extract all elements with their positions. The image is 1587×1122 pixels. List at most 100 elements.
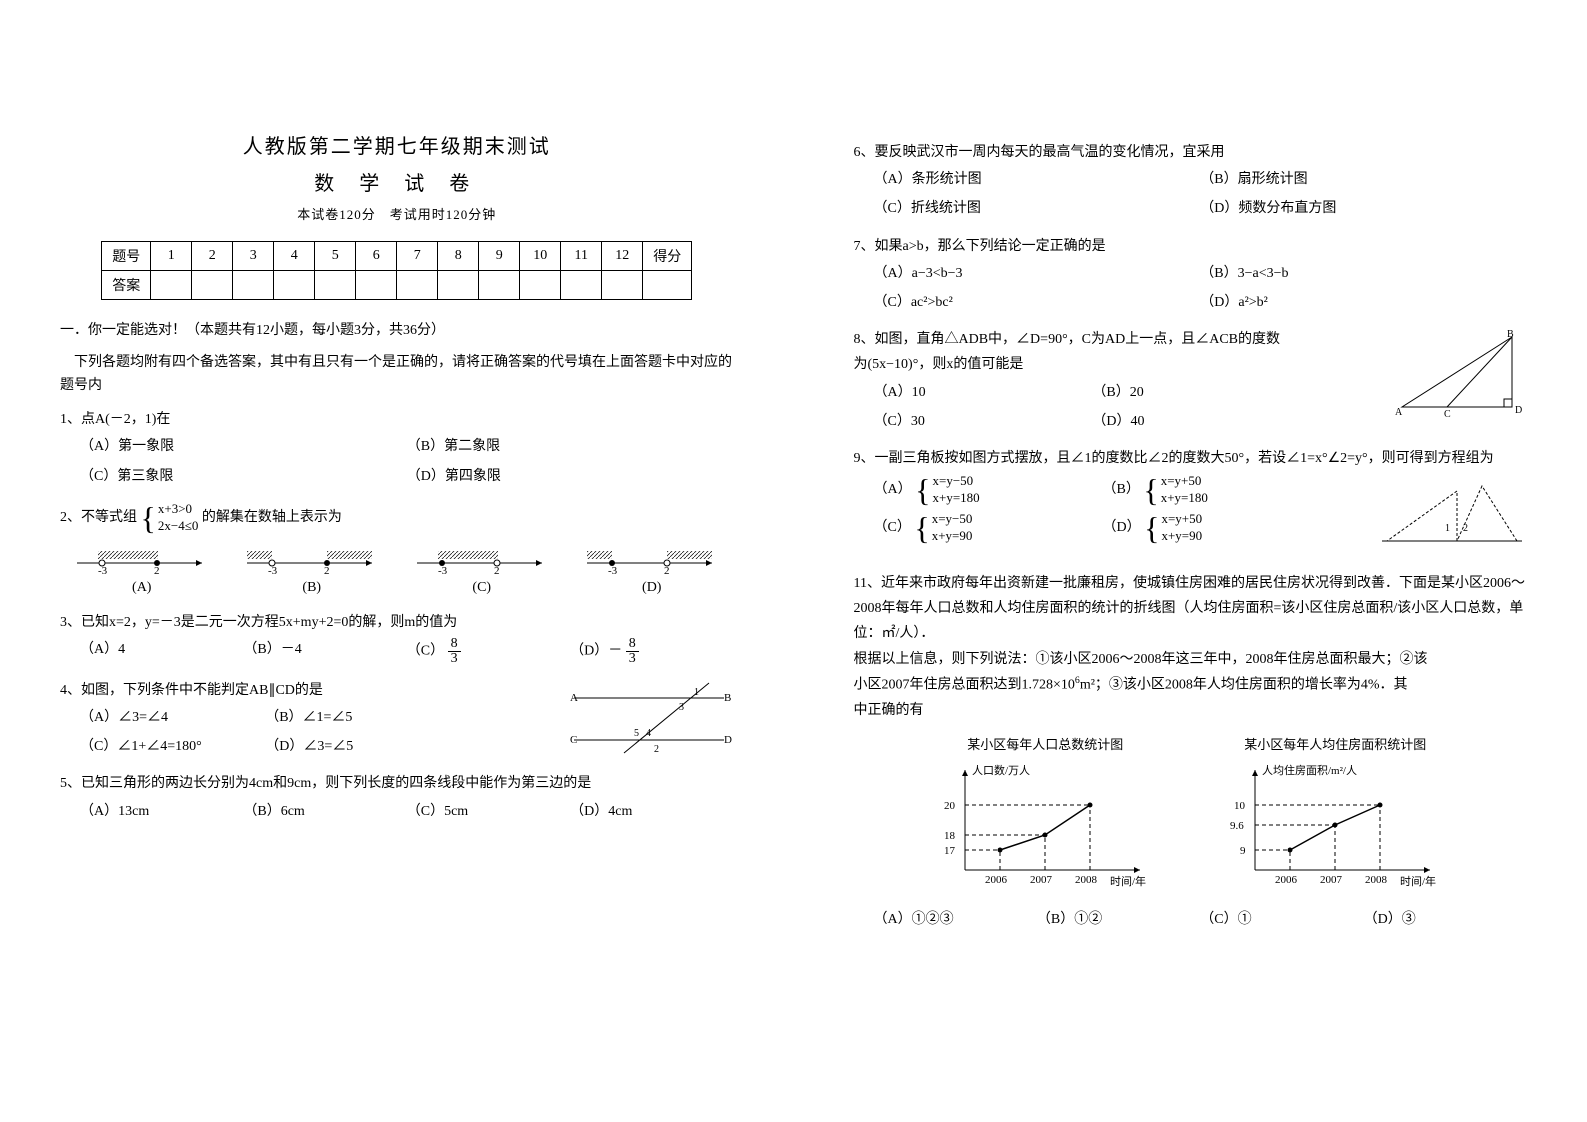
q5-opt-c: （C）5cm — [407, 797, 570, 826]
svg-text:2008: 2008 — [1365, 874, 1388, 886]
q4-opt-b: （B）∠1=∠5 — [265, 703, 450, 732]
q6-opt-a: （A）条形统计图 — [874, 165, 1201, 194]
svg-text:2: 2 — [654, 744, 659, 755]
q2-stem-pre: 2、不等式组 — [60, 510, 137, 525]
svg-text:人均住房面积/m²/人: 人均住房面积/m²/人 — [1262, 763, 1357, 777]
svg-text:10: 10 — [1234, 800, 1246, 812]
subtitle: 本试卷120分 考试用时120分钟 — [60, 204, 734, 223]
q11-opt-a: （A）①②③ — [874, 905, 1037, 934]
q7-opt-d: （D）a²>b² — [1200, 288, 1527, 317]
title-line1: 人教版第二学期七年级期末测试 — [60, 130, 734, 159]
q7-opt-c: （C）ac²>bc² — [874, 288, 1201, 317]
chart-1: 某小区每年人口总数统计图 人口数/万人 时间/年 17 18 20 2006 2… — [930, 733, 1160, 900]
q11-stem3: 小区2007年住房总面积达到1.728×106m²；③该小区2008年人均住房面… — [854, 672, 1528, 698]
question-11: 11、近年来市政府每年出资新建一批廉租房，使城镇住房困难的居民住房状况得到改善．… — [854, 571, 1528, 935]
q2-stem-post: 的解集在数轴上表示为 — [202, 510, 342, 525]
svg-text:2: 2 — [494, 565, 500, 575]
q3-opt-a: （A）4 — [80, 635, 243, 668]
q11-opt-b: （B）①② — [1037, 905, 1200, 934]
question-8: B A C D 8、如图，直角△ADB中，∠D=90°，C为AD上一点，且∠AC… — [854, 327, 1528, 436]
q8-figure-icon: B A C D — [1387, 327, 1527, 417]
svg-text:2: 2 — [664, 565, 670, 575]
svg-text:2008: 2008 — [1075, 874, 1098, 886]
q6-opt-d: （D）频数分布直方图 — [1200, 194, 1527, 223]
q11-opt-c: （C）① — [1200, 905, 1363, 934]
svg-text:17: 17 — [944, 845, 956, 857]
q11-stem2: 根据以上信息，则下列说法：①该小区2006～2008年这三年中，2008年住房总… — [854, 647, 1528, 672]
title-line2: 数 学 试 卷 — [60, 167, 734, 196]
section-head: 一．你一定能选对！（本题共有12小题，每小题3分，共36分） — [60, 320, 734, 342]
q5-opt-a: （A）13cm — [80, 797, 243, 826]
svg-text:1: 1 — [694, 687, 699, 698]
q11-stem1: 11、近年来市政府每年出资新建一批廉租房，使城镇住房困难的居民住房状况得到改善．… — [854, 571, 1528, 647]
q9-stem: 9、一副三角板按如图方式摆放，且∠1的度数比∠2的度数大50°，若设∠1=x°∠… — [854, 446, 1528, 471]
svg-text:-3: -3 — [438, 565, 448, 575]
number-line-d-icon: -3 2 — [582, 545, 722, 575]
q4-opt-d: （D）∠3=∠5 — [265, 732, 450, 761]
svg-text:-3: -3 — [98, 565, 108, 575]
q1-opt-a: （A）第一象限 — [80, 432, 407, 461]
q8-opt-d: （D）40 — [1092, 407, 1311, 436]
svg-text:时间/年: 时间/年 — [1400, 874, 1436, 888]
q8-opt-a: （A）10 — [874, 378, 1093, 407]
q7-stem: 7、如果a>b，那么下列结论一定正确的是 — [854, 234, 1528, 259]
svg-text:2: 2 — [1463, 523, 1468, 534]
q2-system: { x+3>0 2x−4≤0 — [141, 501, 199, 535]
svg-text:20: 20 — [944, 800, 956, 812]
question-5: 5、已知三角形的两边长分别为4cm和9cm，则下列长度的四条线段中能作为第三边的… — [60, 771, 734, 825]
q11-opt-d: （D）③ — [1364, 905, 1527, 934]
question-2: 2、不等式组 { x+3>0 2x−4≤0 的解集在数轴上表示为 -3 2 — [60, 501, 734, 600]
page-left: 人教版第二学期七年级期末测试 数 学 试 卷 本试卷120分 考试用时120分钟… — [0, 0, 794, 1122]
q6-stem: 6、要反映武汉市一周内每天的最高气温的变化情况，宜采用 — [854, 140, 1528, 165]
q5-stem: 5、已知三角形的两边长分别为4cm和9cm，则下列长度的四条线段中能作为第三边的… — [60, 771, 734, 796]
svg-text:C: C — [570, 734, 577, 746]
q9-opt-d: （D） {x=y+50x+y=90 — [1102, 509, 1331, 547]
q8-opt-c: （C）30 — [874, 407, 1093, 436]
q2-opt-c: -32 (C) — [412, 545, 552, 600]
svg-text:人口数/万人: 人口数/万人 — [972, 764, 1030, 777]
section-note: 下列各题均附有四个备选答案，其中有且只有一个是正确的，请将正确答案的代号填在上面… — [60, 352, 734, 397]
question-4: AB CD 1 3 4 2 5 4、如图，下列条件中不能判定AB∥CD的是 （A… — [60, 678, 734, 762]
q2-opt-b: -32 (B) — [242, 545, 382, 600]
svg-text:-3: -3 — [268, 565, 278, 575]
question-7: 7、如果a>b，那么下列结论一定正确的是 （A）a−3<b−3 （B）3−a<3… — [854, 234, 1528, 318]
svg-text:18: 18 — [944, 830, 956, 842]
chart2-icon: 人均住房面积/m²/人 时间/年 9 9.6 10 2006 2007 2008 — [1220, 760, 1450, 890]
q2-opt-d: -32 (D) — [582, 545, 722, 600]
chart1-icon: 人口数/万人 时间/年 17 18 20 2006 2007 2008 — [930, 760, 1160, 890]
svg-text:2007: 2007 — [1030, 874, 1053, 886]
question-6: 6、要反映武汉市一周内每天的最高气温的变化情况，宜采用 （A）条形统计图 （B）… — [854, 140, 1528, 224]
chart-2: 某小区每年人均住房面积统计图 人均住房面积/m²/人 时间/年 9 9.6 10… — [1220, 733, 1450, 900]
q8-opt-b: （B）20 — [1092, 378, 1311, 407]
q3-opt-c: （C） 83 — [407, 635, 570, 668]
q6-opt-b: （B）扇形统计图 — [1200, 165, 1527, 194]
q3-opt-d: （D）－ 83 — [570, 635, 733, 668]
q3-stem: 3、已知x=2，y=－3是二元一次方程5x+my+2=0的解，则m的值为 — [60, 610, 734, 635]
svg-text:2: 2 — [154, 565, 160, 575]
question-1: 1、点A(－2，1)在 （A）第一象限 （B）第二象限 （C）第三象限 （D）第… — [60, 407, 734, 491]
svg-text:A: A — [570, 692, 578, 704]
q9-opt-a: （A） {x=y−50x+y=180 — [874, 471, 1103, 509]
q11-stem4: 中正确的有 — [854, 698, 1528, 723]
svg-text:D: D — [724, 734, 732, 746]
svg-text:9: 9 — [1240, 845, 1246, 857]
table-row: 答案 — [102, 271, 692, 300]
q1-opt-d: （D）第四象限 — [407, 462, 734, 491]
q4-figure-icon: AB CD 1 3 4 2 5 — [564, 678, 734, 758]
question-3: 3、已知x=2，y=－3是二元一次方程5x+my+2=0的解，则m的值为 （A）… — [60, 610, 734, 668]
answer-grid: 题号 1 2 3 4 5 6 7 8 9 10 11 12 得分 答案 — [101, 241, 692, 300]
q7-opt-a: （A）a−3<b−3 — [874, 259, 1201, 288]
question-9: 9、一副三角板按如图方式摆放，且∠1的度数比∠2的度数大50°，若设∠1=x°∠… — [854, 446, 1528, 561]
q4-opt-a: （A）∠3=∠4 — [80, 703, 265, 732]
svg-text:2006: 2006 — [1275, 874, 1298, 886]
row-label: 题号 — [102, 242, 151, 271]
svg-text:-3: -3 — [608, 565, 618, 575]
q7-opt-b: （B）3−a<3−b — [1200, 259, 1527, 288]
svg-text:3: 3 — [679, 702, 684, 713]
number-line-a-icon: -3 2 — [72, 545, 212, 575]
svg-text:1: 1 — [1445, 523, 1450, 534]
q1-opt-c: （C）第三象限 — [80, 462, 407, 491]
svg-text:C: C — [1444, 409, 1451, 417]
row-label: 答案 — [102, 271, 151, 300]
table-row: 题号 1 2 3 4 5 6 7 8 9 10 11 12 得分 — [102, 242, 692, 271]
